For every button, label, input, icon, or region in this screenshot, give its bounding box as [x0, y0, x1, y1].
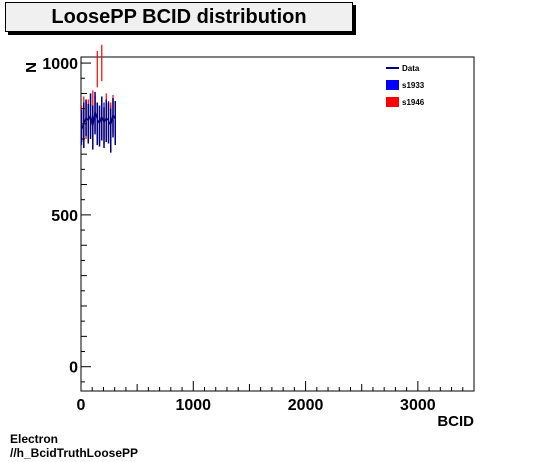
legend-swatch-s1933: [386, 80, 399, 90]
bar-s1946: [96, 50, 98, 88]
y-tick-label: 0: [69, 360, 78, 377]
x-tick-label: 1000: [175, 397, 211, 414]
legend-swatch-s1946: [386, 97, 399, 107]
title-box: LoosePP BCID distribution: [5, 2, 353, 32]
x-tick-label: 0: [77, 397, 86, 414]
bar-s1946: [101, 44, 103, 82]
chart-marks: [80, 44, 116, 153]
y-axis-title: N: [23, 62, 40, 73]
legend-label-Data: Data: [402, 64, 420, 73]
plot-frame: [80, 56, 475, 392]
legend-label-s1933: s1933: [402, 81, 425, 90]
x-tick-label: 2000: [288, 397, 324, 414]
y-tick-label: 1000: [42, 56, 78, 73]
legend: Data s1933 s1946: [386, 64, 425, 107]
x-axis-title: BCID: [437, 413, 474, 430]
x-tick-label: 3000: [400, 397, 436, 414]
footer-histogram-path: //h_BcidTruthLoosePP: [10, 446, 139, 460]
chart-axes: 0 1000 2000 3000 0 500 1000: [42, 56, 475, 414]
legend-label-s1946: s1946: [402, 98, 425, 107]
series-line-Data: [80, 111, 116, 131]
chart-title: LoosePP BCID distribution: [51, 6, 307, 28]
y-tick-label: 500: [51, 208, 78, 225]
footer-label: Electron: [10, 432, 59, 446]
